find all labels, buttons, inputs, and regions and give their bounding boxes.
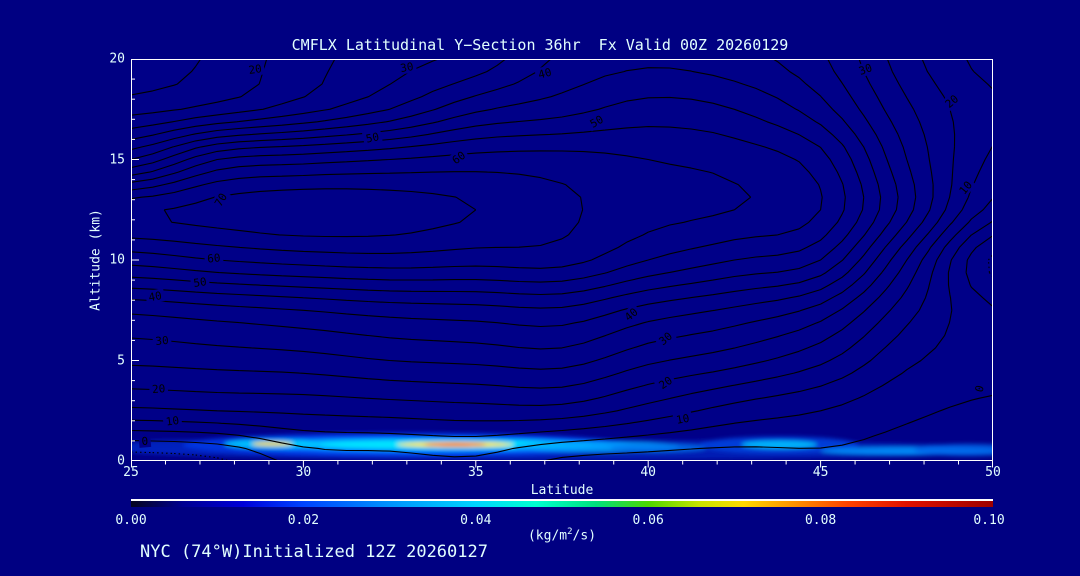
colorbar-unit-label: (kg/m2/s) [527,527,597,544]
contour-level-15 [131,59,993,422]
contour-label: 60 [450,149,468,167]
x-axis-title: Latitude [530,483,594,498]
colorbar [131,499,993,507]
plot-frame [131,59,993,468]
y-tick-label: 0 [117,453,125,469]
contour-level-45 [131,67,865,309]
contour-level-55 [131,126,823,283]
contour-labels: 20 30 405060706050403020100503020104030201… [138,59,987,448]
contour-lines [131,59,993,461]
contour-label: 0 [141,435,149,449]
contour-level-10 [131,197,993,438]
x-tick-label: 45 [812,465,829,480]
contour-label: 50 [588,113,606,131]
contour-label: 30 [155,334,169,348]
contour-label: 30 [399,60,414,75]
plot-area: 20 30 40 50 60 70 60 50 40 30 20 10 0 50 30 20 10 40 30 20 1… [131,59,993,468]
y-tick-label: 5 [117,353,125,368]
contour-label: 10 [675,412,690,427]
x-tick-label: 30 [295,465,312,480]
contour-level-0 [131,235,993,461]
chart-title: CMFLX Latitudinal Y−Section 36hr Fx Vali… [291,36,789,54]
shading-blob [913,443,993,456]
y-tick-label: 15 [109,152,125,167]
contour-label: 10 [165,414,180,429]
colorbar-gradient [131,501,993,507]
colorbar-tick-label: 0.02 [287,513,320,528]
colorbar-tick-label: 0.04 [460,513,492,528]
contour-label: 20 [151,382,165,396]
contour-level-65 [131,171,584,254]
x-tick-label: 50 [985,465,1001,480]
contour-label: 70 [212,191,230,209]
contour-label: 0 [973,384,987,394]
contour-label: 20 [248,62,263,77]
shading-blob [424,442,487,447]
init-annotation: NYC (74°W)Initialized 12Z 20260127 [140,542,488,562]
y-tick-label: 10 [109,252,125,268]
contour-level-40 [131,59,882,328]
contour-level-25 [131,59,934,389]
contour-level-30 [131,59,917,370]
contour-plot-svg: 20 30 405060706050403020100503020104030201… [131,59,993,468]
contour-label: 50 [193,275,208,290]
x-tick-label: 40 [640,465,657,480]
contour-label: 30 [857,61,874,78]
contour-label: 60 [207,251,222,265]
contour-label: 40 [537,66,553,82]
colorbar-tick-label: 0.06 [632,513,664,528]
y-tick-label: 20 [109,51,125,67]
contour-label: 50 [365,130,381,145]
colorbar-tick-label: 0.00 [115,513,147,528]
colorbar-tick-label: 0.08 [804,513,837,528]
x-tick-label: 25 [123,465,139,480]
contour-label: 40 [148,289,163,304]
contour-level-35 [131,59,899,350]
contour-level-50 [131,96,846,296]
colorbar-tick-label: 0.10 [973,513,1005,528]
contour-label: 20 [657,374,675,392]
x-tick-label: 35 [467,465,484,480]
contour-level-5 [131,220,993,458]
